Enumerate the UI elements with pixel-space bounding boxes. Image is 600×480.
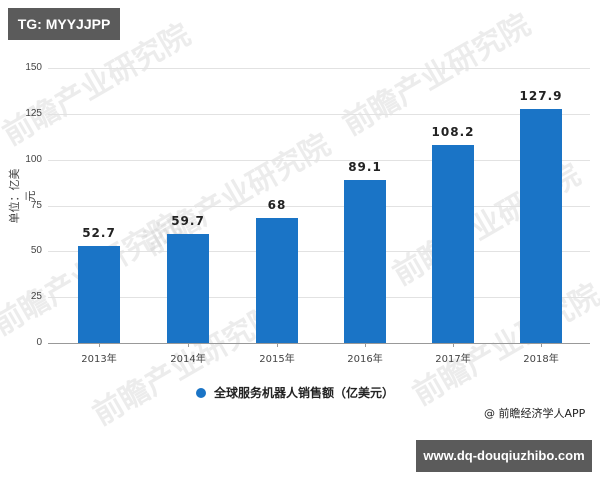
tg-badge: TG: MYYJJPP (8, 8, 120, 40)
y-tick-label: 100 (25, 153, 42, 165)
legend-dot-icon (196, 387, 206, 398)
bar-value-label: 108.2 (431, 124, 475, 139)
x-tick (99, 343, 100, 347)
x-tick-label: 2018年 (523, 354, 559, 365)
x-tick-label: 2017年 (435, 354, 471, 365)
gridline (48, 113, 590, 115)
legend-label: 全球服务机器人销售额（亿美元） (214, 386, 395, 400)
bar (520, 108, 562, 343)
y-tick-label: 25 (30, 291, 42, 303)
x-tick-label: 2013年 (81, 354, 117, 365)
bar (78, 246, 120, 343)
bar-value-label: 52.7 (82, 226, 116, 241)
y-tick-label: 50 (30, 245, 42, 257)
y-tick-label: 0 (36, 337, 42, 348)
bar-value-label: 68 (267, 198, 287, 213)
x-tick (277, 343, 278, 347)
x-tick (365, 343, 366, 347)
bar (256, 218, 298, 343)
bar (167, 233, 209, 343)
y-axis-label: 单位：亿美元 (8, 168, 37, 224)
gridline (48, 297, 590, 299)
source-credit: @ 前瞻经济学人APP (484, 407, 586, 420)
site-badge: www.dq-douqiuzhibo.com (416, 440, 592, 472)
watermark: 前瞻产业研究院 (337, 7, 537, 143)
bar-value-label: 89.1 (348, 159, 382, 174)
y-tick-label: 125 (25, 107, 42, 119)
gridline (48, 251, 590, 253)
gridline (48, 159, 590, 161)
x-tick (453, 343, 454, 347)
bar-value-label: 59.7 (171, 213, 205, 228)
gridline (48, 68, 590, 69)
bar (432, 144, 474, 343)
gridline (48, 205, 590, 207)
legend: 全球服务机器人销售额（亿美元） (196, 384, 394, 401)
y-tick-label: 75 (30, 199, 42, 211)
x-tick (541, 343, 542, 347)
x-tick-label: 2016年 (347, 354, 383, 365)
bar (344, 179, 386, 343)
x-tick (188, 343, 189, 347)
y-tick-label: 150 (25, 62, 42, 73)
bar-value-label: 127.9 (519, 88, 563, 103)
watermark: 前瞻产业研究院 (137, 127, 337, 263)
x-tick-label: 2014年 (170, 354, 206, 365)
x-tick-label: 2015年 (259, 354, 295, 365)
x-axis-line (48, 343, 590, 344)
